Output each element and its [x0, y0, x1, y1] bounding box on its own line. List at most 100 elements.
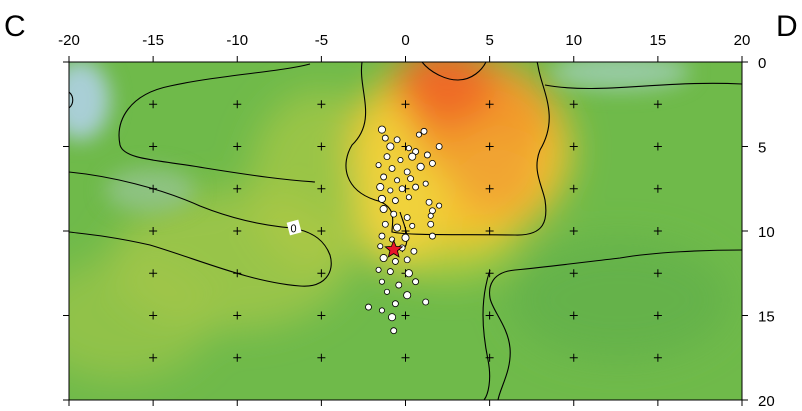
contour-line	[482, 269, 491, 400]
event-point	[435, 143, 443, 150]
x-tick-label: 5	[485, 32, 493, 49]
event-point	[380, 173, 388, 181]
grid-cross	[233, 269, 242, 278]
event-point	[393, 136, 401, 144]
grid-cross	[149, 100, 158, 109]
event-point	[403, 214, 411, 221]
event-point	[425, 198, 433, 206]
contour-label-group: 0	[286, 219, 302, 236]
x-tick-label: 0	[401, 32, 409, 49]
contour-line	[69, 171, 332, 287]
event-point	[427, 220, 435, 228]
x-tick-label: -5	[315, 32, 328, 49]
x-axis: -20 -15 -10 -5 0 5 10 15 20	[58, 32, 750, 406]
contour-line	[489, 249, 742, 400]
grid-cross	[233, 311, 242, 320]
event-point	[377, 125, 386, 134]
event-point	[397, 157, 404, 164]
event-point	[427, 212, 434, 219]
grid-cross	[317, 311, 326, 320]
event-point	[392, 300, 399, 308]
grid-cross	[653, 227, 662, 235]
event-point	[415, 131, 422, 138]
event-point	[386, 268, 394, 275]
event-point	[401, 233, 410, 242]
grid-cross	[653, 100, 662, 109]
event-point	[393, 223, 402, 232]
event-point	[405, 194, 412, 201]
grid-cross	[485, 184, 494, 193]
event-point	[381, 134, 389, 142]
event-point	[377, 194, 386, 203]
grid-cross	[653, 269, 662, 278]
contour-line	[345, 62, 550, 236]
event-point	[378, 307, 385, 314]
grid-cross	[149, 227, 158, 235]
y-tick-label: 20	[758, 393, 775, 410]
grid-cross	[569, 142, 578, 151]
event-point	[390, 327, 398, 335]
event-point	[390, 210, 398, 218]
contour-label-box	[286, 219, 302, 236]
grid-crosses	[149, 100, 662, 362]
event-point	[405, 145, 412, 152]
event-point	[429, 232, 436, 240]
mainshock-star	[384, 239, 404, 258]
y-tick-label: 0	[758, 55, 766, 72]
contour-line	[69, 91, 74, 109]
grid-cross	[401, 353, 410, 362]
profile-end-label: D	[776, 10, 798, 43]
event-point	[395, 281, 403, 289]
grid-cross	[569, 227, 578, 235]
event-point	[412, 183, 419, 191]
grid-cross	[233, 353, 242, 362]
contour-line	[544, 82, 742, 90]
event-point	[378, 232, 386, 240]
contour-lines	[69, 62, 742, 400]
x-tick-label: -10	[226, 32, 248, 49]
event-point	[387, 187, 394, 194]
event-point	[422, 298, 430, 306]
x-tick-label: -15	[142, 32, 164, 49]
grid-cross	[317, 184, 326, 193]
contour-line	[118, 63, 316, 183]
event-point	[416, 162, 425, 171]
grid-cross	[233, 100, 242, 109]
event-point	[376, 183, 385, 192]
profile-start-label: C	[4, 10, 26, 43]
grid-cross	[233, 227, 242, 235]
event-point	[407, 175, 414, 183]
event-point	[403, 256, 411, 264]
grid-cross	[317, 269, 326, 278]
grid-cross	[485, 311, 494, 320]
event-point	[410, 247, 418, 255]
x-tick-label: 20	[734, 32, 751, 49]
event-point	[392, 258, 399, 265]
event-point	[388, 165, 396, 172]
x-tick-label: 10	[565, 32, 582, 49]
event-points	[365, 125, 443, 335]
event-point	[392, 197, 399, 204]
grid-cross	[317, 100, 326, 109]
grid-cross	[149, 142, 158, 151]
grid-cross	[653, 311, 662, 320]
grid-cross	[149, 311, 158, 320]
grid-cross	[569, 353, 578, 362]
event-point	[379, 205, 388, 214]
event-point	[365, 303, 372, 311]
event-point	[386, 142, 395, 151]
grid-cross	[653, 142, 662, 151]
x-tick-label: -20	[58, 32, 80, 49]
grid-cross	[149, 269, 158, 278]
y-axis: 0 5 10 15 20	[63, 55, 775, 410]
event-point	[422, 180, 429, 187]
contour-line	[421, 62, 487, 81]
grid-cross	[569, 184, 578, 193]
y-tick-label: 15	[758, 309, 775, 326]
event-point	[398, 185, 406, 193]
event-point	[436, 202, 443, 209]
event-point	[383, 288, 390, 295]
event-point	[423, 151, 431, 159]
y-tick-label: 5	[758, 140, 766, 157]
